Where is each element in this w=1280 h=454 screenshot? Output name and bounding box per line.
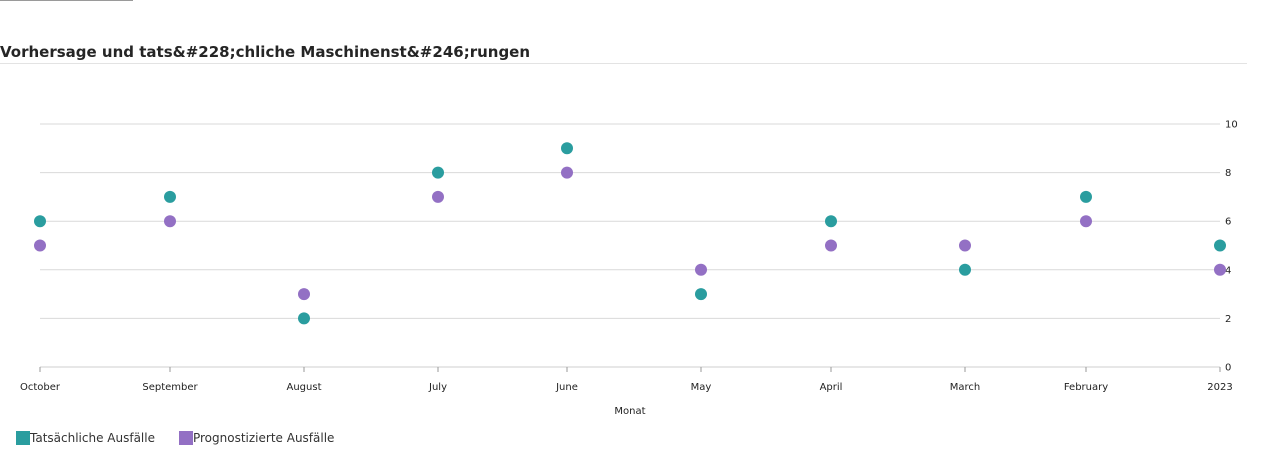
y-tick-label-10: 10 bbox=[1225, 120, 1238, 131]
legend-swatch-forecast bbox=[178, 431, 193, 445]
x-tick-label-5: May bbox=[691, 382, 712, 393]
point-actual-2 bbox=[298, 312, 310, 325]
legend: Tatsächliche Ausfälle Prognostizierte Au… bbox=[16, 431, 358, 445]
point-actual-8 bbox=[1080, 190, 1092, 203]
y-tick-label-2: 2 bbox=[1225, 314, 1231, 325]
point-forecast-0 bbox=[34, 239, 46, 252]
point-actual-6 bbox=[825, 215, 837, 228]
legend-item-actual[interactable]: Tatsächliche Ausfälle bbox=[16, 431, 155, 445]
legend-label-actual: Tatsächliche Ausfälle bbox=[30, 431, 155, 445]
point-actual-5 bbox=[695, 288, 707, 301]
legend-item-forecast[interactable]: Prognostizierte Ausfälle bbox=[178, 431, 335, 445]
chart-title: Vorhersage und tats&#228;chliche Maschin… bbox=[0, 43, 531, 61]
x-tick-label-8: February bbox=[1064, 382, 1108, 393]
top-divider bbox=[0, 0, 133, 1]
title-divider bbox=[0, 63, 1247, 64]
point-actual-7 bbox=[959, 263, 971, 276]
legend-label-forecast: Prognostizierte Ausfälle bbox=[192, 431, 335, 445]
x-tick-label-2: August bbox=[287, 382, 322, 393]
y-tick-label-4: 4 bbox=[1225, 265, 1231, 276]
y-tick-label-8: 8 bbox=[1225, 168, 1231, 179]
point-forecast-3 bbox=[432, 190, 444, 203]
point-forecast-8 bbox=[1080, 215, 1092, 228]
x-tick-label-4: June bbox=[555, 382, 578, 393]
x-tick-label-7: March bbox=[950, 382, 980, 393]
point-forecast-6 bbox=[825, 239, 837, 252]
point-actual-9 bbox=[1214, 239, 1226, 252]
point-forecast-2 bbox=[298, 288, 310, 301]
point-actual-4 bbox=[561, 142, 573, 155]
x-tick-label-1: September bbox=[142, 382, 198, 393]
point-forecast-4 bbox=[561, 166, 573, 179]
point-actual-3 bbox=[432, 166, 444, 179]
point-forecast-7 bbox=[959, 239, 971, 252]
point-forecast-5 bbox=[695, 263, 707, 276]
y-tick-label-6: 6 bbox=[1225, 217, 1231, 228]
x-tick-label-6: April bbox=[820, 382, 843, 393]
point-actual-0 bbox=[34, 215, 46, 228]
y-tick-label-0: 0 bbox=[1225, 363, 1231, 374]
x-tick-label-3: July bbox=[428, 382, 447, 393]
x-tick-label-9: 2023 bbox=[1207, 382, 1232, 393]
point-forecast-9 bbox=[1214, 263, 1226, 276]
point-actual-1 bbox=[164, 190, 176, 203]
x-tick-label-0: October bbox=[20, 382, 61, 393]
x-axis-title: Monat bbox=[614, 406, 645, 417]
point-forecast-1 bbox=[164, 215, 176, 228]
legend-swatch-actual bbox=[16, 431, 30, 445]
